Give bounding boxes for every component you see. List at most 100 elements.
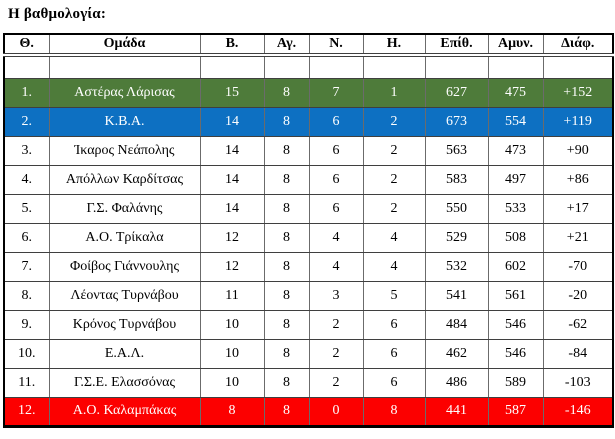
cell-wins: 2 [308, 338, 364, 369]
cell-defense: 554 [487, 106, 544, 137]
cell-offense: 486 [424, 367, 489, 398]
cell-defense: 561 [487, 280, 544, 311]
header-cell-points: Β. [199, 33, 265, 57]
header-cell-defense: Αμυν. [487, 33, 544, 57]
cell-games: 8 [263, 367, 310, 398]
page-title: Η βαθμολογία: [8, 6, 107, 22]
header-cell-position: Θ. [3, 33, 50, 57]
cell-difference: +119 [542, 106, 614, 137]
cell-wins: 7 [308, 77, 364, 108]
cell-games: 8 [263, 222, 310, 253]
cell-games: 8 [263, 251, 310, 282]
cell-defense: 602 [487, 251, 544, 282]
cell-losses: 2 [362, 135, 426, 166]
cell-offense: 627 [424, 77, 489, 108]
cell-defense: 546 [487, 338, 544, 369]
document-page: Η βαθμολογία: Θ. Ομάδα Β. Αγ. Ν. Η. Επίθ… [3, 6, 614, 428]
cell-defense: 589 [487, 367, 544, 398]
cell-games: 8 [263, 106, 310, 137]
table-row: 7. Φοίβος Γιάννουλης 12 8 4 4 532 602 -70 [3, 251, 614, 282]
cell-difference: -70 [542, 251, 614, 282]
cell-games: 8 [263, 135, 310, 166]
table-row: 9. Κρόνος Τυρνάβου 10 8 2 6 484 546 -62 [3, 309, 614, 340]
cell-team-name: Κ.Β.Α. [48, 106, 201, 137]
cell-difference: -20 [542, 280, 614, 311]
spacer-row [3, 54, 614, 79]
cell-games: 8 [263, 309, 310, 340]
cell-points: 12 [199, 251, 265, 282]
cell-position: 8. [3, 280, 50, 311]
header-cell-wins: Ν. [308, 33, 364, 57]
cell-points: 14 [199, 106, 265, 137]
cell-points: 10 [199, 367, 265, 398]
cell-losses: 4 [362, 222, 426, 253]
cell-difference: -62 [542, 309, 614, 340]
cell-team-name: Γ.Σ.Ε. Ελασσόνας [48, 367, 201, 398]
cell-position: 3. [3, 135, 50, 166]
cell-games: 8 [263, 164, 310, 195]
table-row: 2. Κ.Β.Α. 14 8 6 2 673 554 +119 [3, 106, 614, 137]
table-row: 11. Γ.Σ.Ε. Ελασσόνας 10 8 2 6 486 589 -103 [3, 367, 614, 398]
cell-offense: 563 [424, 135, 489, 166]
cell-games: 8 [263, 77, 310, 108]
cell-team-name: Α.Ο. Τρίκαλα [48, 222, 201, 253]
cell-difference: -103 [542, 367, 614, 398]
cell-offense: 673 [424, 106, 489, 137]
header-cell-team: Ομάδα [48, 33, 201, 57]
cell-points: 10 [199, 338, 265, 369]
cell-team-name: Γ.Σ. Φαλάνης [48, 193, 201, 224]
cell-wins: 6 [308, 135, 364, 166]
table-row: 4. Απόλλων Καρδίτσας 14 8 6 2 583 497 +86 [3, 164, 614, 195]
cell-wins: 2 [308, 309, 364, 340]
cell-wins: 2 [308, 367, 364, 398]
cell-losses: 8 [362, 396, 426, 427]
cell-points: 8 [199, 396, 265, 427]
cell-points: 14 [199, 135, 265, 166]
cell-defense: 546 [487, 309, 544, 340]
cell-offense: 462 [424, 338, 489, 369]
cell-position: 5. [3, 193, 50, 224]
cell-team-name: Ίκαρος Νεάπολης [48, 135, 201, 166]
cell-losses: 6 [362, 367, 426, 398]
cell-losses: 2 [362, 164, 426, 195]
cell-team-name: Κρόνος Τυρνάβου [48, 309, 201, 340]
cell-position: 9. [3, 309, 50, 340]
cell-wins: 6 [308, 164, 364, 195]
cell-games: 8 [263, 280, 310, 311]
cell-games: 8 [263, 396, 310, 427]
cell-difference: +86 [542, 164, 614, 195]
standings-table: Θ. Ομάδα Β. Αγ. Ν. Η. Επίθ. Αμυν. Διάφ. … [3, 33, 614, 428]
cell-team-name: Λέοντας Τυρνάβου [48, 280, 201, 311]
cell-position: 4. [3, 164, 50, 195]
cell-offense: 484 [424, 309, 489, 340]
cell-points: 11 [199, 280, 265, 311]
cell-position: 10. [3, 338, 50, 369]
header-cell-games: Αγ. [263, 33, 310, 57]
cell-wins: 6 [308, 106, 364, 137]
cell-games: 8 [263, 193, 310, 224]
cell-position: 7. [3, 251, 50, 282]
header-cell-losses: Η. [362, 33, 426, 57]
cell-team-name: Αστέρας Λάρισας [48, 77, 201, 108]
cell-difference: +21 [542, 222, 614, 253]
cell-defense: 473 [487, 135, 544, 166]
cell-difference: -146 [542, 396, 614, 427]
cell-losses: 6 [362, 338, 426, 369]
cell-offense: 583 [424, 164, 489, 195]
cell-losses: 2 [362, 106, 426, 137]
table-row: 8. Λέοντας Τυρνάβου 11 8 3 5 541 561 -20 [3, 280, 614, 311]
cell-offense: 441 [424, 396, 489, 427]
cell-team-name: Ε.Α.Λ. [48, 338, 201, 369]
cell-offense: 529 [424, 222, 489, 253]
cell-difference: +17 [542, 193, 614, 224]
cell-team-name: Φοίβος Γιάννουλης [48, 251, 201, 282]
cell-wins: 3 [308, 280, 364, 311]
cell-offense: 550 [424, 193, 489, 224]
table-row: 12. Α.Ο. Καλαμπάκας 8 8 0 8 441 587 -146 [3, 396, 614, 427]
cell-team-name: Απόλλων Καρδίτσας [48, 164, 201, 195]
cell-position: 1. [3, 77, 50, 108]
cell-difference: +90 [542, 135, 614, 166]
cell-wins: 6 [308, 193, 364, 224]
table-row: 6. Α.Ο. Τρίκαλα 12 8 4 4 529 508 +21 [3, 222, 614, 253]
cell-points: 14 [199, 164, 265, 195]
